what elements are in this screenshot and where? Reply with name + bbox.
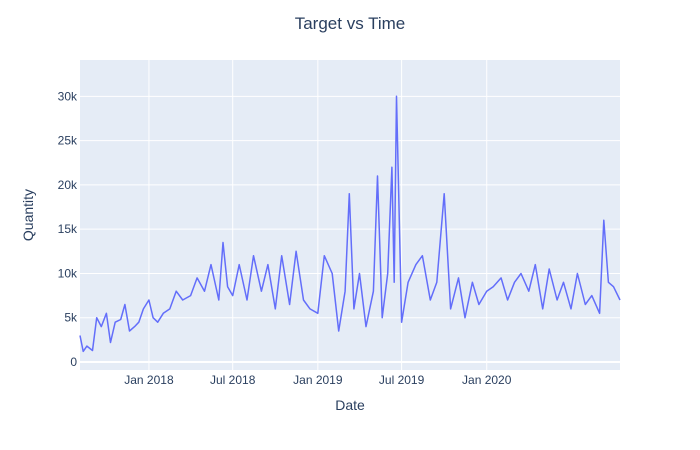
x-tick-label: Jan 2020: [462, 373, 512, 387]
y-axis-title: Quantity: [20, 189, 36, 241]
y-tick-label: 0: [70, 355, 77, 369]
y-tick-label: 25k: [58, 134, 78, 148]
y-tick-label: 20k: [58, 178, 78, 192]
y-tick-label: 30k: [58, 89, 78, 103]
y-tick-label: 15k: [58, 222, 78, 236]
series-layer: [79, 95, 621, 353]
x-axis-ticks: Jan 2018 Jul 2018 Jan 2019 Jul 2019 Jan 2020: [124, 373, 511, 387]
chart-title: Target vs Time: [295, 14, 406, 33]
x-tick-label: Jul 2018: [210, 373, 256, 387]
x-tick-label: Jan 2018: [124, 373, 174, 387]
grid-layer: [80, 60, 620, 370]
x-tick-label: Jul 2019: [379, 373, 425, 387]
y-axis-ticks: 0 5k 10k 15k 20k 25k 30k: [58, 89, 78, 369]
series-line: [79, 95, 621, 353]
y-tick-label: 10k: [58, 266, 78, 280]
y-tick-label: 5k: [64, 311, 78, 325]
x-tick-label: Jan 2019: [293, 373, 343, 387]
x-axis-title: Date: [335, 397, 365, 413]
